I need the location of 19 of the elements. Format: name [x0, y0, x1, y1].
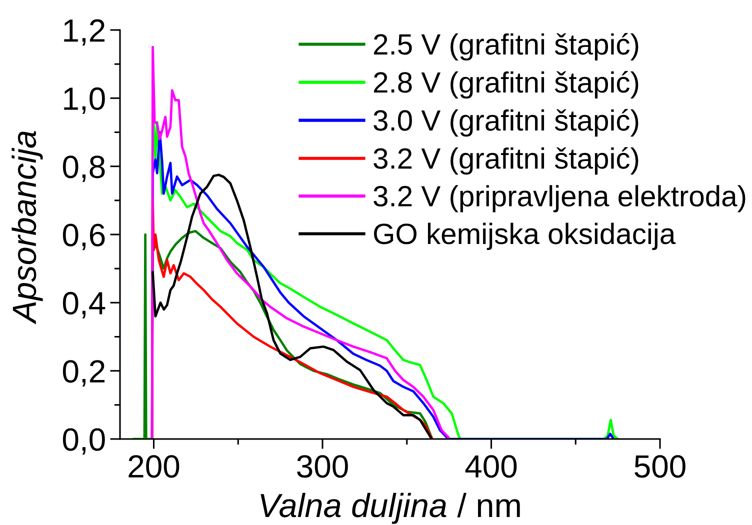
y-tick-label: 0,4 [62, 292, 106, 318]
legend-label: 3.2 V (pripravljena elektroda) [374, 185, 746, 212]
y-tick-label: 0,6 [62, 224, 105, 250]
legend-label: GO kemijska oksidacija [374, 222, 676, 250]
x-tick-label: 400 [465, 455, 517, 478]
x-tick-label: 200 [128, 455, 180, 478]
y-axis-title: Apsorbancija [12, 131, 43, 324]
y-tick-label: 1,0 [64, 87, 105, 114]
y-tick-label: 0,0 [62, 428, 105, 455]
x-axis-title: Valna duljina / nm [260, 492, 520, 524]
legend-label: 2.5 V (grafitni štapić) [374, 33, 638, 61]
x-tick-label: 500 [634, 455, 686, 478]
y-tick-label: 0,2 [62, 360, 105, 386]
legend-label: 2.8 V (grafitni štapić) [374, 71, 638, 99]
legend-label: 3.0 V (grafitni štapić) [374, 109, 638, 137]
legend-label: 3.2 V (grafitni štapić) [374, 147, 638, 175]
x-tick-label: 300 [297, 455, 348, 478]
y-tick-label: 1,2 [64, 19, 105, 46]
y-tick-label: 0,8 [62, 156, 105, 182]
